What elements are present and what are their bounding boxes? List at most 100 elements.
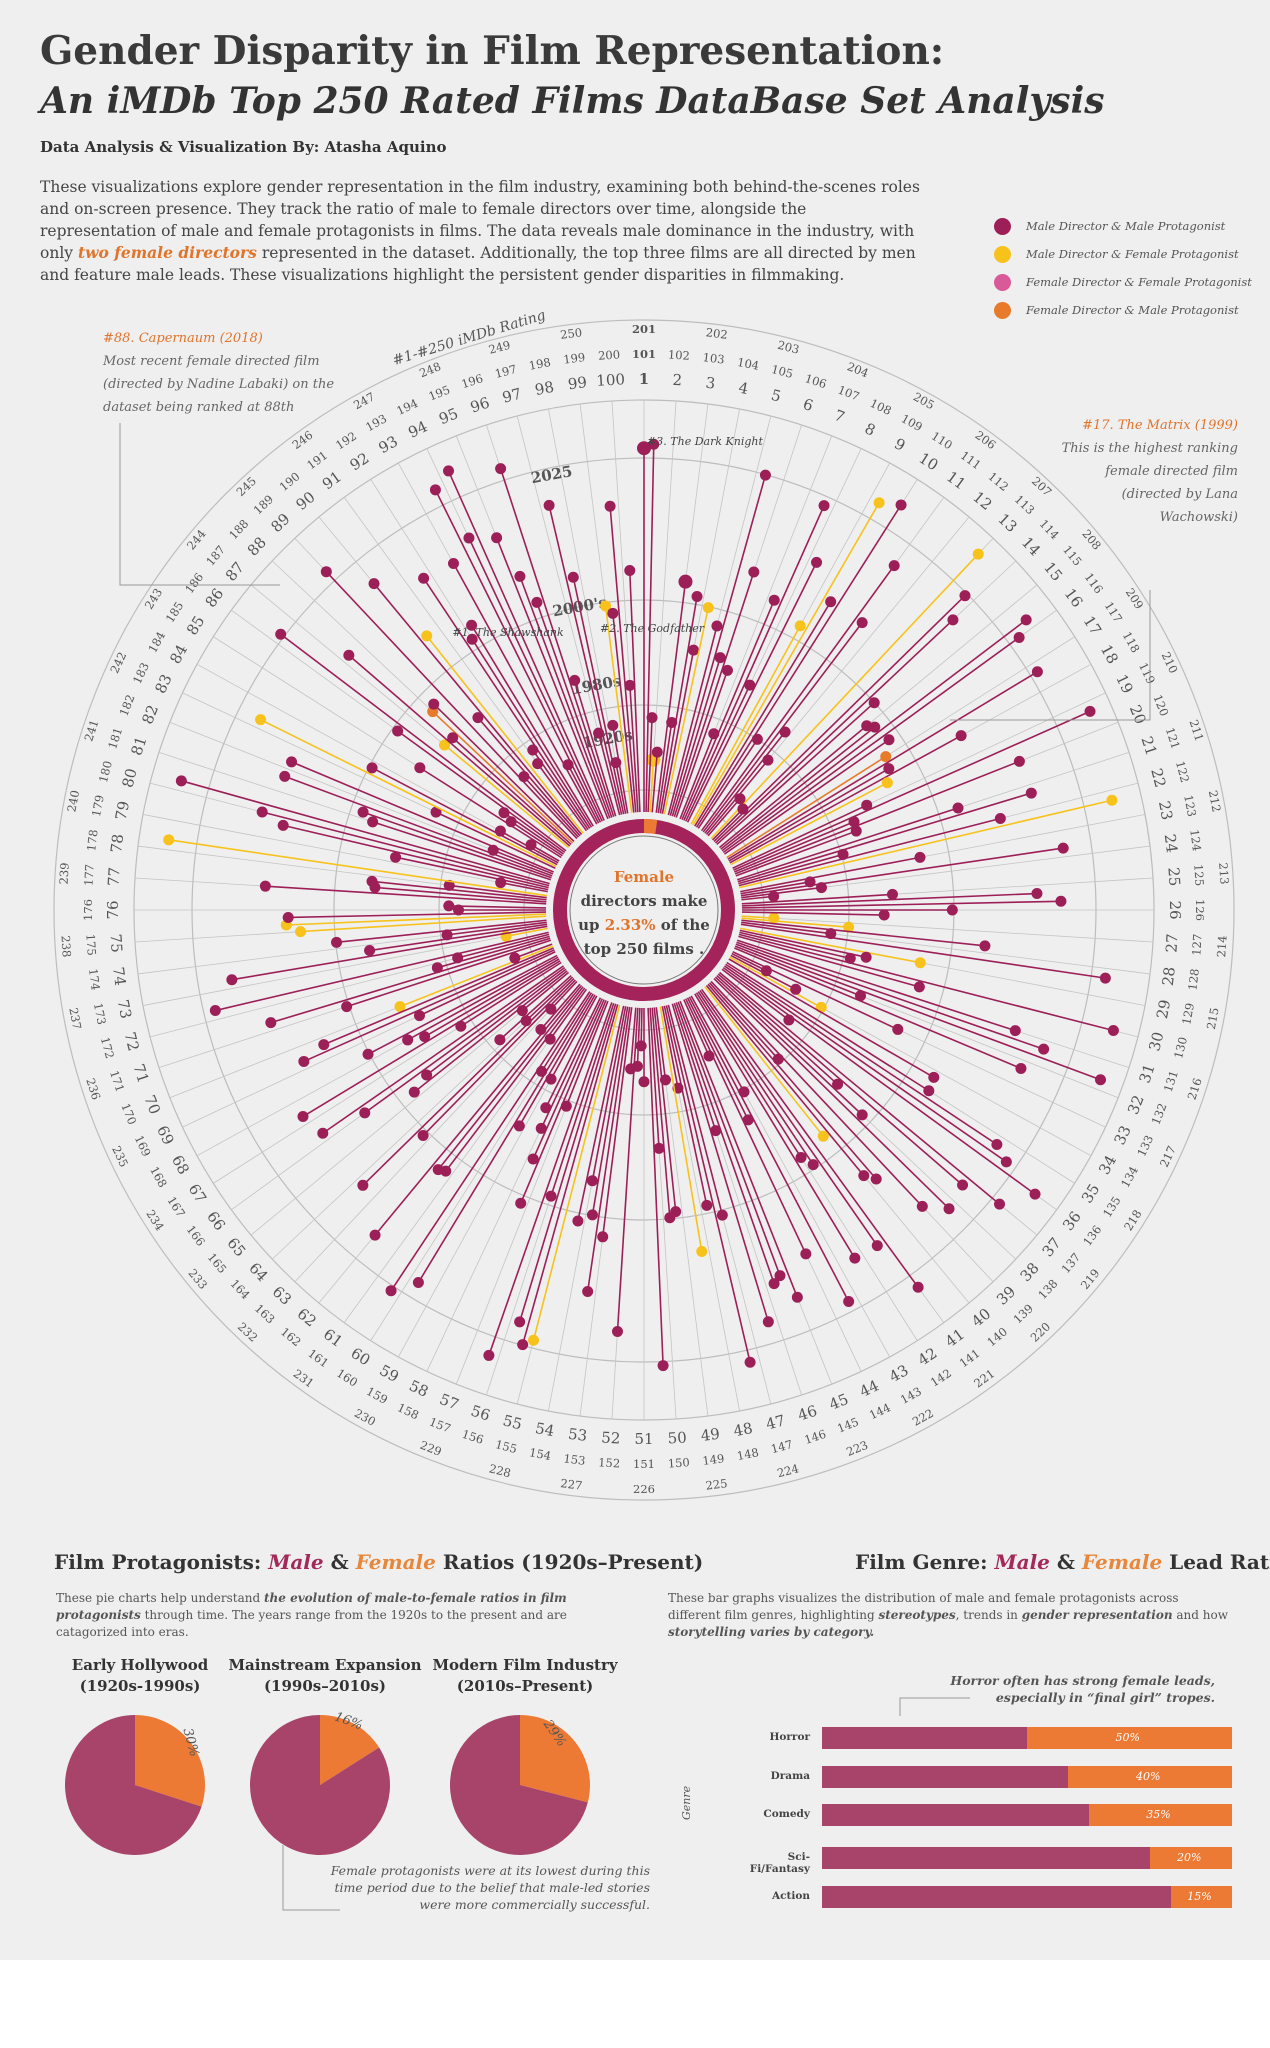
film-dot (453, 904, 465, 916)
rank-label: 172 (98, 1035, 117, 1060)
film-dot (265, 1017, 277, 1029)
film-dot (928, 1071, 940, 1083)
rank-label: 177 (81, 864, 96, 887)
grid-spoke (250, 973, 568, 1236)
genre-label: Action (771, 1890, 810, 1902)
film-dot (913, 981, 925, 993)
film-dot (860, 951, 872, 963)
film-dot (412, 1277, 424, 1289)
film-dot (362, 1048, 374, 1060)
film-stem (449, 884, 547, 899)
film-dot (1015, 1062, 1027, 1074)
film-dot (912, 1281, 924, 1293)
rank-label: 100 (596, 370, 626, 390)
film-stem (302, 960, 561, 1118)
film-dot (439, 739, 451, 751)
film-stem (732, 951, 899, 1031)
film-dot (357, 1179, 369, 1191)
film-stem (510, 821, 563, 857)
film-dot (855, 990, 867, 1002)
film-dot (678, 574, 693, 589)
film-dot (359, 1107, 371, 1119)
film-dot (651, 746, 663, 758)
film-dot (417, 1130, 429, 1142)
film-stem (521, 1004, 619, 1345)
rank-label: 199 (563, 350, 587, 367)
film-stem (374, 886, 547, 903)
film-stem (567, 764, 600, 824)
film-dot (848, 816, 860, 828)
genre-label: Horror (769, 1731, 810, 1743)
rank-label: 31 (1136, 1062, 1159, 1086)
rank-label: 131 (1161, 1069, 1181, 1094)
film-dot (275, 628, 287, 640)
film-dot (1099, 972, 1111, 984)
film-dot (209, 1005, 221, 1017)
bar-female-segment (1150, 1847, 1232, 1869)
film-dot (1084, 705, 1096, 717)
film-stem (710, 553, 979, 840)
film-stem (591, 1006, 627, 1181)
genre-heading: Film Genre: Male & Female Lead Ratios (855, 1550, 1270, 1574)
film-stem (452, 563, 598, 825)
bar-female-segment (1088, 1804, 1232, 1826)
film-dot (870, 1173, 882, 1185)
film-stem (714, 976, 863, 1116)
film-stem (719, 725, 868, 849)
film-dot (256, 806, 268, 818)
film-stem (695, 504, 902, 828)
rank-label: 77 (104, 867, 123, 887)
film-stem (448, 905, 547, 909)
film-dot (1106, 794, 1118, 806)
rank-label: 30 (1145, 1030, 1167, 1053)
film-dot (637, 441, 651, 456)
rank-label: 196 (460, 371, 485, 391)
film-stem (726, 961, 930, 1092)
rank-label: 2 (672, 371, 683, 390)
rank-label: 57 (437, 1390, 461, 1414)
film-dot (443, 879, 455, 891)
film-stem (615, 762, 627, 814)
film-stem (407, 956, 559, 1041)
center-text: Female (614, 868, 674, 886)
film-stem (636, 1007, 641, 1067)
film-stem (540, 983, 581, 1030)
film-dot (653, 1142, 665, 1154)
capernaum-leader (119, 423, 280, 586)
film-stem (514, 943, 553, 959)
film-dot (817, 1130, 829, 1142)
rank-label: 154 (528, 1445, 552, 1463)
rank-label: 124 (1187, 829, 1204, 853)
film-stem (667, 1004, 724, 1216)
film-stem (679, 1000, 799, 1298)
film-stem (734, 760, 1020, 875)
rank-label: 102 (668, 347, 691, 362)
film-stem (707, 798, 741, 837)
film-stem (426, 968, 567, 1076)
film-dot (1031, 666, 1043, 678)
film-dot (483, 1349, 495, 1361)
film-stem (499, 468, 615, 818)
rank-label: 22 (1147, 766, 1169, 789)
capernaum-note: #88. Capernaum (2018) Most recent female… (103, 331, 335, 415)
film-dot (952, 802, 964, 814)
film-dot (795, 1151, 807, 1163)
film-dot (1013, 755, 1025, 767)
rank-label: 27 (1162, 933, 1181, 953)
protagonists-description: These pie charts help understand the evo… (56, 1591, 567, 1639)
film-dot (611, 1325, 623, 1337)
film-dot (760, 965, 772, 977)
film-dot (408, 1086, 420, 1098)
film-stem (362, 977, 575, 1186)
rank-label: 3 (705, 374, 717, 393)
film-stem (549, 988, 588, 1040)
film-dot (783, 1014, 795, 1026)
pie-annotation-leader (282, 1845, 340, 1911)
film-dot (582, 1286, 594, 1298)
genre-bar: 40% (822, 1766, 1232, 1788)
film-stem (367, 954, 558, 1055)
film-dot (869, 721, 881, 733)
film-stem (733, 710, 1091, 871)
film-stem (675, 670, 729, 818)
film-dot (895, 499, 907, 511)
